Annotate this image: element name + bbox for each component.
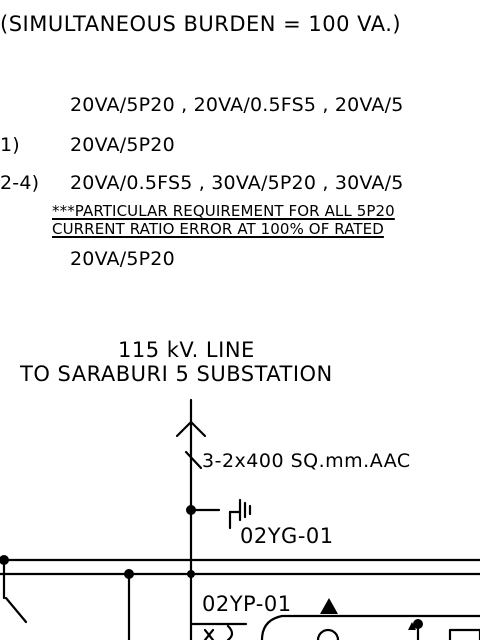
pt-box — [448, 628, 480, 640]
pt-arrow-small — [408, 622, 416, 630]
junction-dot-tap — [124, 569, 134, 579]
ct-rating-1: 20VA/5P20 — [70, 134, 175, 156]
pt-arc — [260, 614, 480, 640]
pt-triangle — [320, 598, 338, 614]
conductor-tick — [184, 450, 203, 470]
burden-note: (SIMULTANEOUS BURDEN = 100 VA.) — [0, 12, 402, 36]
pt-label: 02YP-01 — [202, 592, 292, 616]
junction-dot-left — [0, 555, 9, 565]
bracket-symbol — [226, 624, 234, 640]
junction-dot-pt — [413, 619, 423, 629]
extra-rating: 20VA/5P20 — [70, 248, 175, 270]
ct-rating-prefix-2: 2-4) — [0, 172, 40, 194]
junction-dot-bus — [187, 570, 195, 578]
requirement-note-line-1: ***PARTICULAR REQUIREMENT FOR ALL 5P20 — [52, 202, 395, 220]
disconnect-symbol-2 — [203, 628, 215, 640]
left-switch-blade — [4, 596, 28, 624]
pt-coil — [316, 628, 340, 640]
requirement-note-line-2: CURRENT RATIO ERROR AT 100% OF RATED — [52, 220, 384, 238]
conductor-spec: 3-2x400 SQ.mm.AAC — [202, 450, 411, 472]
line-arrow — [175, 420, 207, 438]
ct-rating-prefix-1: 1) — [0, 134, 20, 156]
ground-switch-label: 02YG-01 — [240, 524, 334, 548]
junction-dot-feeder — [186, 505, 196, 515]
line-voltage: 115 kV. LINE — [118, 338, 255, 362]
line-destination: TO SARABURI 5 SUBSTATION — [20, 362, 333, 386]
ct-rating-main: 20VA/5P20 , 20VA/0.5FS5 , 20VA/5 — [70, 94, 404, 116]
ct-rating-2: 20VA/0.5FS5 , 30VA/5P20 , 30VA/5 — [70, 172, 404, 194]
